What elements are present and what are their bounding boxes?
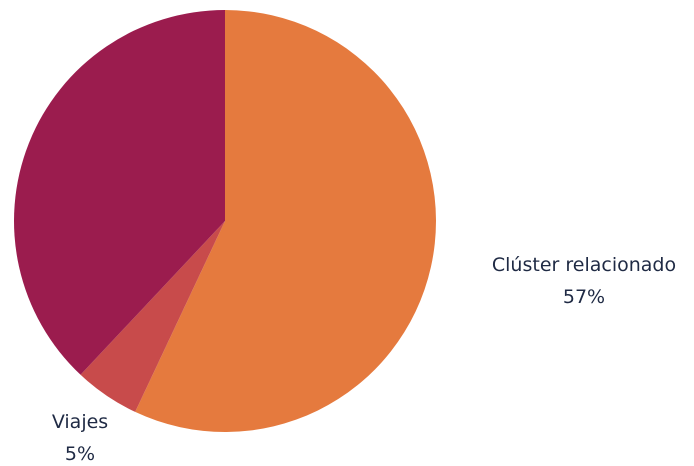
slice-label-viajes: Viajes	[52, 411, 108, 433]
pie-slice-unlabeled-2	[14, 9, 226, 375]
slice-label-cluster-relacionado: Clúster relacionado	[492, 254, 676, 276]
slice-value-cluster-relacionado: 57%	[563, 286, 605, 308]
pie-slice-cluster-relacionado	[135, 10, 436, 432]
slice-value-viajes: 5%	[65, 443, 95, 465]
pie-slice-viajes	[80, 221, 225, 412]
pie-slices	[14, 9, 436, 432]
